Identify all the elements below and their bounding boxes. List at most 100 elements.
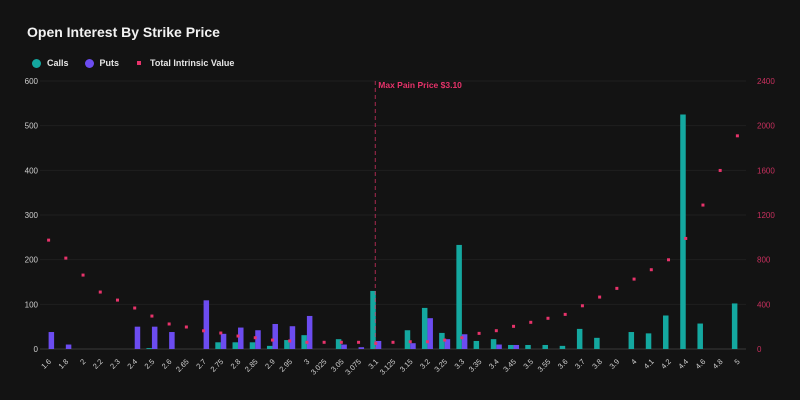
- intrinsic-value-point[interactable]: [443, 338, 447, 342]
- intrinsic-value-point[interactable]: [98, 290, 102, 294]
- puts-bar[interactable]: [134, 326, 141, 349]
- calls-bar[interactable]: [301, 335, 307, 349]
- legend-item-intrinsic-value[interactable]: Total Intrinsic Value: [135, 58, 234, 68]
- intrinsic-value-point[interactable]: [391, 340, 395, 344]
- intrinsic-value-point[interactable]: [133, 306, 137, 310]
- legend-item-calls[interactable]: Calls: [32, 58, 69, 68]
- puts-bar[interactable]: [444, 339, 451, 349]
- puts-bar[interactable]: [513, 344, 520, 349]
- intrinsic-value-point[interactable]: [512, 324, 516, 328]
- calls-bar[interactable]: [697, 323, 703, 349]
- intrinsic-value-point[interactable]: [167, 322, 171, 326]
- x-tick-label: 5: [732, 357, 741, 366]
- intrinsic-value-point[interactable]: [81, 273, 85, 277]
- intrinsic-value-point[interactable]: [494, 329, 498, 333]
- intrinsic-value-point[interactable]: [115, 298, 119, 302]
- intrinsic-value-point[interactable]: [632, 277, 636, 281]
- intrinsic-value-point[interactable]: [305, 340, 309, 344]
- intrinsic-value-point[interactable]: [684, 236, 688, 240]
- max-pain-label: Max Pain Price $3.10: [378, 80, 462, 90]
- intrinsic-value-point[interactable]: [339, 340, 343, 344]
- calls-bar[interactable]: [731, 303, 738, 349]
- x-tick-label: 4.8: [711, 357, 725, 371]
- calls-bar[interactable]: [628, 332, 635, 349]
- calls-bar[interactable]: [576, 328, 583, 349]
- puts-bar[interactable]: [203, 300, 210, 349]
- puts-bar[interactable]: [238, 327, 244, 349]
- intrinsic-value-point[interactable]: [529, 320, 533, 324]
- x-tick-label: 2.9: [263, 357, 277, 371]
- intrinsic-value-point[interactable]: [598, 295, 602, 299]
- intrinsic-value-point[interactable]: [270, 338, 274, 342]
- intrinsic-value-point[interactable]: [236, 334, 240, 338]
- intrinsic-value-point[interactable]: [408, 340, 412, 344]
- puts-bar[interactable]: [151, 326, 158, 349]
- puts-bar[interactable]: [48, 332, 55, 349]
- puts-bar[interactable]: [410, 343, 416, 349]
- calls-bar[interactable]: [559, 345, 566, 349]
- calls-bar[interactable]: [645, 333, 652, 349]
- x-tick-label: 2.7: [194, 357, 208, 371]
- calls-bar[interactable]: [525, 344, 531, 349]
- x-tick-label: 2.95: [277, 357, 294, 374]
- legend-label: Calls: [47, 58, 69, 68]
- intrinsic-value-point[interactable]: [425, 340, 429, 344]
- calls-bar[interactable]: [232, 342, 239, 349]
- intrinsic-value-point[interactable]: [735, 134, 739, 138]
- puts-bar[interactable]: [306, 315, 313, 349]
- calls-bar[interactable]: [473, 340, 480, 349]
- calls-bar[interactable]: [680, 114, 686, 350]
- puts-bar[interactable]: [496, 344, 502, 349]
- intrinsic-value-point[interactable]: [357, 340, 361, 344]
- intrinsic-value-point[interactable]: [563, 312, 567, 316]
- calls-bar[interactable]: [456, 244, 462, 349]
- puts-bar[interactable]: [461, 334, 468, 349]
- intrinsic-value-point[interactable]: [615, 286, 619, 290]
- puts-bar[interactable]: [272, 323, 278, 349]
- intrinsic-value-point[interactable]: [580, 304, 584, 308]
- calls-bar[interactable]: [542, 344, 548, 349]
- calls-bar[interactable]: [284, 340, 290, 349]
- calls-bar[interactable]: [439, 332, 445, 349]
- calls-bar[interactable]: [215, 342, 221, 349]
- intrinsic-value-point[interactable]: [219, 331, 223, 335]
- puts-bar[interactable]: [255, 330, 261, 349]
- intrinsic-value-point[interactable]: [477, 331, 481, 335]
- intrinsic-value-point[interactable]: [47, 238, 51, 242]
- intrinsic-value-point[interactable]: [546, 316, 550, 320]
- calls-bar[interactable]: [421, 307, 428, 349]
- intrinsic-value-point[interactable]: [701, 203, 705, 207]
- y-right-tick-label: 800: [757, 256, 771, 265]
- intrinsic-value-point[interactable]: [64, 256, 68, 260]
- puts-bar[interactable]: [427, 318, 433, 349]
- calls-bar[interactable]: [335, 339, 342, 349]
- calls-bar[interactable]: [663, 315, 669, 350]
- intrinsic-value-point[interactable]: [460, 336, 464, 340]
- calls-bar[interactable]: [249, 342, 256, 349]
- calls-bar[interactable]: [404, 330, 411, 349]
- intrinsic-value-point[interactable]: [202, 329, 206, 333]
- intrinsic-value-point[interactable]: [649, 268, 653, 272]
- calls-bar[interactable]: [370, 290, 376, 349]
- intrinsic-value-point[interactable]: [184, 325, 188, 329]
- intrinsic-value-point[interactable]: [718, 168, 722, 172]
- calls-bar[interactable]: [146, 348, 152, 349]
- calls-bar[interactable]: [266, 345, 273, 349]
- x-tick-label: 4.1: [642, 357, 656, 371]
- calls-bar[interactable]: [508, 344, 514, 349]
- puts-bar[interactable]: [358, 347, 365, 349]
- calls-bar[interactable]: [490, 339, 497, 349]
- intrinsic-value-point[interactable]: [253, 336, 257, 340]
- puts-bar[interactable]: [289, 326, 296, 349]
- puts-bar[interactable]: [375, 340, 382, 349]
- intrinsic-value-point[interactable]: [322, 340, 326, 344]
- puts-bar[interactable]: [65, 344, 72, 349]
- intrinsic-value-point[interactable]: [288, 339, 292, 343]
- puts-bar[interactable]: [169, 332, 175, 349]
- legend-item-puts[interactable]: Puts: [84, 58, 119, 68]
- calls-bar[interactable]: [594, 337, 600, 349]
- puts-bar[interactable]: [341, 344, 347, 349]
- intrinsic-value-point[interactable]: [667, 258, 671, 262]
- intrinsic-value-point[interactable]: [150, 314, 154, 318]
- puts-bar[interactable]: [220, 333, 227, 349]
